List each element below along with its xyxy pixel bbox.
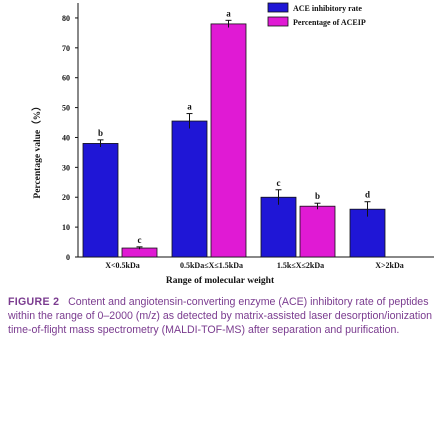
bar-aceip-percentage (299, 205, 336, 258)
y-tick-label: 10 (62, 223, 70, 232)
error-bars (97, 19, 371, 250)
bar-ace-inhibitory (349, 208, 386, 258)
bar-ace-inhibitory (82, 143, 119, 258)
x-tick-label: 0.5kDa≤X≤1.5kDa (180, 261, 243, 270)
bar-aceip-percentage (210, 23, 247, 258)
significance-letter: c (277, 178, 281, 188)
x-tick-label: 1.5k≤X≤2kDa (277, 261, 324, 270)
y-tick-label: 20 (62, 193, 70, 202)
figure-caption: FIGURE 2 Content and angiotensin-convert… (8, 295, 432, 337)
y-tick-label: 40 (62, 133, 70, 142)
y-axis-title: Percentage value（%） (31, 101, 43, 198)
x-tick-label: X>2kDa (375, 261, 404, 270)
bar-chart: 0 10 20 30 40 50 60 70 80 X<0.5kDa 0.5kDa≤X≤1.5kD… (31, 2, 434, 286)
bar-ace-inhibitory (171, 120, 208, 258)
y-tick-label: 30 (62, 163, 70, 172)
x-tick-label: X<0.5kDa (105, 261, 140, 270)
legend-label: Percentage of ACEIP (293, 18, 366, 27)
legend-label: ACE inhibitory rate (293, 4, 362, 13)
significance-letter: a (187, 102, 192, 112)
significance-letter: a (226, 8, 231, 18)
figure-caption-text: Content and angiotensin-converting enzym… (8, 296, 432, 336)
significance-letter: b (98, 128, 103, 138)
legend-swatch (267, 2, 289, 13)
significance-letter: d (365, 190, 370, 200)
y-tick-label: 50 (62, 104, 70, 113)
y-tick-label: 70 (62, 44, 70, 53)
bars (82, 23, 386, 258)
y-tick-label: 0 (66, 253, 70, 262)
significance-letters: b c a a c b d (98, 8, 370, 245)
bar-aceip-percentage (121, 247, 158, 258)
significance-letter: c (138, 235, 142, 245)
figure-label: FIGURE 2 (8, 296, 60, 308)
y-tick-label: 80 (62, 14, 70, 23)
bar-ace-inhibitory (260, 196, 297, 258)
legend: ACE inhibitory rate Percentage of ACEIP (267, 2, 366, 27)
x-axis: X<0.5kDa 0.5kDa≤X≤1.5kDa 1.5k≤X≤2kDa X>2kDa (78, 256, 434, 270)
legend-swatch (267, 16, 289, 27)
y-axis: 0 10 20 30 40 50 60 70 80 (62, 3, 79, 262)
significance-letter: b (315, 191, 320, 201)
y-tick-label: 60 (62, 74, 70, 83)
x-axis-title: Range of molecular weight (166, 276, 275, 286)
